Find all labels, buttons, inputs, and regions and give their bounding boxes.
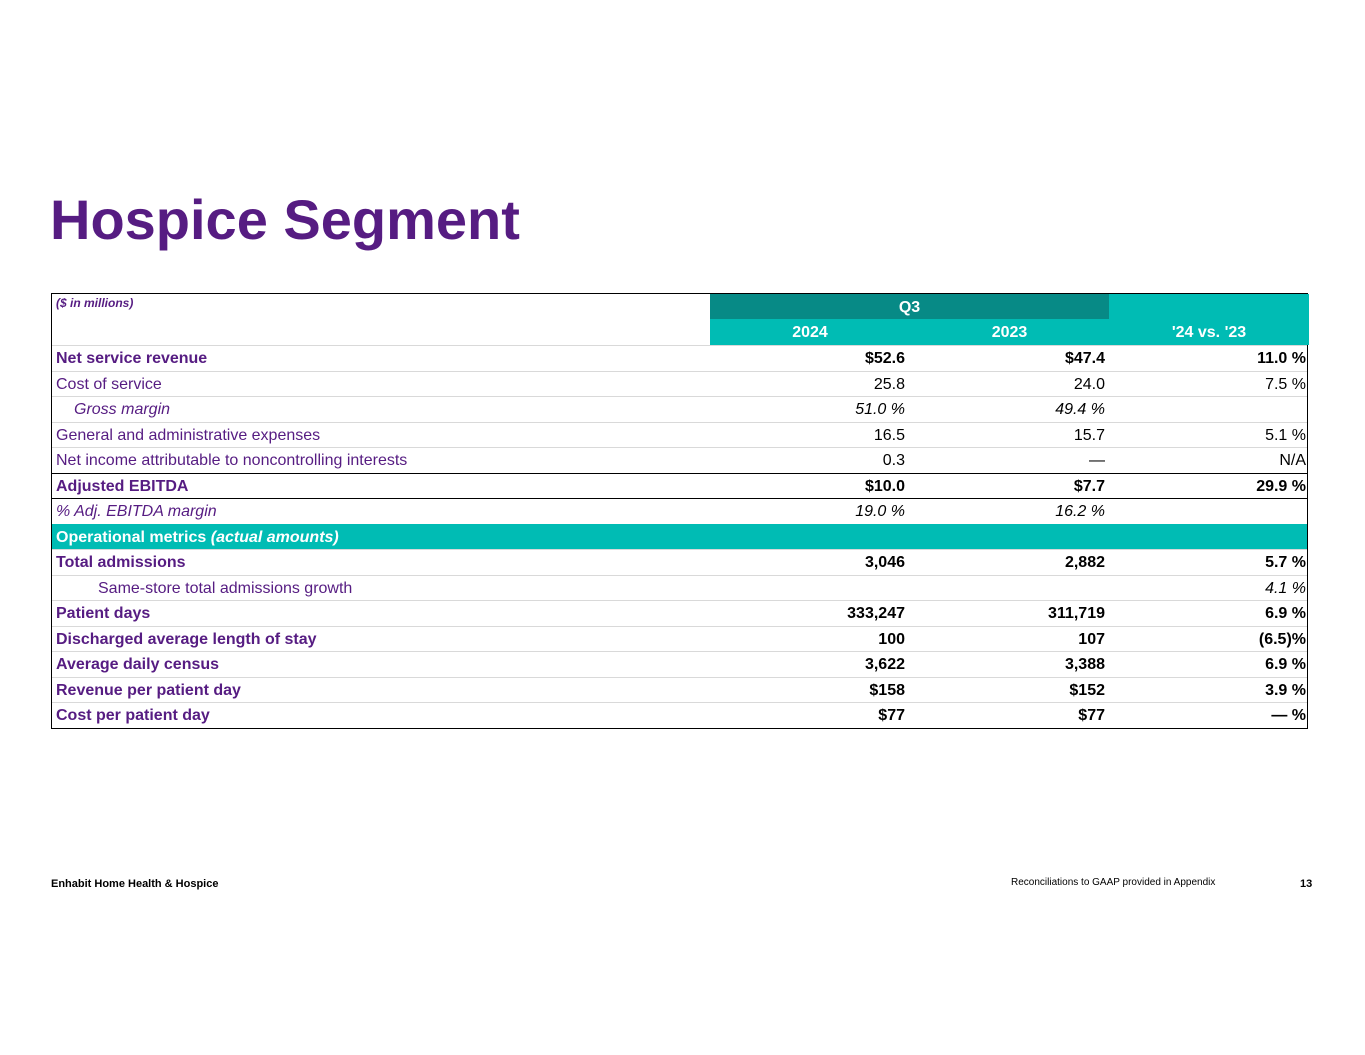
footer-note: Reconciliations to GAAP provided in Appe… bbox=[1011, 877, 1216, 888]
value-change: (6.5)% bbox=[1258, 630, 1306, 648]
row-same-store-admissions-growth: Same-store total admissions growth 4.1 % bbox=[52, 574, 1307, 601]
value-change: 29.9 % bbox=[1256, 477, 1306, 495]
value-2023: $47.4 bbox=[1064, 350, 1105, 367]
row-adj-ebitda-margin: % Adj. EBITDA margin 19.0 % 16.2 % bbox=[52, 498, 1307, 524]
value-2024: 16.5 bbox=[873, 426, 905, 444]
hospice-metrics-table: ($ in millions) Q3 2024 2023 '24 vs. '23… bbox=[51, 293, 1309, 729]
value-change: — % bbox=[1271, 707, 1306, 724]
footer-company: Enhabit Home Health & Hospice bbox=[51, 878, 219, 890]
table-header: ($ in millions) Q3 2024 2023 '24 vs. '23 bbox=[52, 294, 1309, 345]
row-label: Cost per patient day bbox=[56, 707, 210, 724]
value-2024: $158 bbox=[869, 681, 905, 699]
row-label: Cost of service bbox=[56, 375, 162, 393]
value-change: 7.5 % bbox=[1265, 375, 1306, 393]
row-label: Gross margin bbox=[74, 401, 171, 418]
value-2024: $10.0 bbox=[864, 477, 905, 495]
value-2024: $77 bbox=[878, 707, 905, 724]
value-2023: — bbox=[1089, 452, 1105, 469]
column-header-2024: 2024 bbox=[792, 324, 828, 341]
value-2023: $77 bbox=[1078, 707, 1105, 724]
row-label: Patient days bbox=[56, 605, 151, 622]
value-2023: $7.7 bbox=[1073, 477, 1105, 495]
row-cost-of-service: Cost of service 25.8 24.0 7.5 % bbox=[52, 370, 1307, 397]
row-label: Discharged average length of stay bbox=[56, 630, 317, 648]
value-2024: 25.8 bbox=[873, 375, 905, 393]
row-label: General and administrative expenses bbox=[56, 426, 321, 444]
row-average-daily-census: Average daily census 3,622 3,388 6.9 % bbox=[52, 651, 1307, 677]
value-2023: 49.4 % bbox=[1055, 401, 1105, 418]
value-2023: 107 bbox=[1078, 630, 1105, 648]
row-discharged-alos: Discharged average length of stay 100 10… bbox=[52, 625, 1307, 652]
row-total-admissions: Total admissions 3,046 2,882 5.7 % bbox=[52, 549, 1307, 575]
row-gross-margin: Gross margin 51.0 % 49.4 % bbox=[52, 396, 1307, 422]
value-2023: 15.7 bbox=[1073, 426, 1105, 444]
value-2023: 311,719 bbox=[1048, 605, 1105, 622]
row-label: Average daily census bbox=[56, 656, 220, 673]
row-label: Revenue per patient day bbox=[56, 681, 241, 699]
page-title: Hospice Segment bbox=[50, 188, 520, 251]
value-change: 3.9 % bbox=[1265, 681, 1306, 699]
section-label: Operational metrics (actual amounts) bbox=[56, 529, 339, 547]
value-2024: 0.3 bbox=[882, 452, 905, 469]
row-patient-days: Patient days 333,247 311,719 6.9 % bbox=[52, 600, 1307, 626]
value-2024: 51.0 % bbox=[855, 401, 905, 418]
row-adjusted-ebitda: Adjusted EBITDA $10.0 $7.7 29.9 % bbox=[52, 472, 1307, 499]
value-2024: $52.6 bbox=[864, 350, 905, 367]
value-2023: 16.2 % bbox=[1055, 503, 1105, 520]
row-label: % Adj. EBITDA margin bbox=[56, 503, 217, 520]
value-change: 5.7 % bbox=[1265, 554, 1306, 571]
section-note: (actual amounts) bbox=[210, 528, 339, 546]
column-header-2023: 2023 bbox=[991, 324, 1028, 341]
value-change: 6.9 % bbox=[1265, 656, 1306, 673]
value-change: 4.1 % bbox=[1265, 579, 1306, 597]
row-label: Same-store total admissions growth bbox=[98, 579, 353, 597]
row-revenue-per-patient-day: Revenue per patient day $158 $152 3.9 % bbox=[52, 676, 1307, 703]
value-change: 5.1 % bbox=[1265, 426, 1306, 444]
row-general-admin-expenses: General and administrative expenses 16.5… bbox=[52, 421, 1307, 448]
value-change: 11.0 % bbox=[1257, 350, 1306, 367]
value-2024: 3,622 bbox=[864, 656, 905, 673]
section-title: Operational metrics bbox=[56, 528, 207, 546]
period-header-q3: Q3 bbox=[710, 294, 1109, 319]
row-label: Net income attributable to noncontrollin… bbox=[56, 452, 408, 469]
units-note: ($ in millions) bbox=[56, 296, 134, 310]
value-2023: $152 bbox=[1069, 681, 1105, 699]
value-2024: 3,046 bbox=[864, 554, 905, 571]
value-change: 6.9 % bbox=[1265, 605, 1306, 622]
row-label: Total admissions bbox=[56, 554, 186, 571]
row-label: Net service revenue bbox=[56, 350, 208, 367]
section-operational-metrics: Operational metrics (actual amounts) bbox=[52, 523, 1307, 549]
value-2023: 3,388 bbox=[1064, 656, 1105, 673]
value-2023: 24.0 bbox=[1073, 375, 1105, 393]
column-header-change: '24 vs. '23 bbox=[1171, 324, 1247, 341]
header-band bbox=[710, 319, 1309, 345]
row-noncontrolling-interests: Net income attributable to noncontrollin… bbox=[52, 447, 1307, 473]
row-net-service-revenue: Net service revenue $52.6 $47.4 11.0 % bbox=[52, 345, 1307, 371]
value-change: N/A bbox=[1279, 452, 1306, 469]
value-2024: 333,247 bbox=[847, 605, 905, 622]
value-2024: 100 bbox=[878, 630, 905, 648]
row-cost-per-patient-day: Cost per patient day $77 $77 — % bbox=[52, 702, 1307, 728]
row-label: Adjusted EBITDA bbox=[56, 477, 189, 495]
header-band-right bbox=[1109, 294, 1309, 319]
page-number: 13 bbox=[1300, 878, 1313, 890]
value-2024: 19.0 % bbox=[855, 503, 905, 520]
value-2023: 2,882 bbox=[1064, 554, 1105, 571]
